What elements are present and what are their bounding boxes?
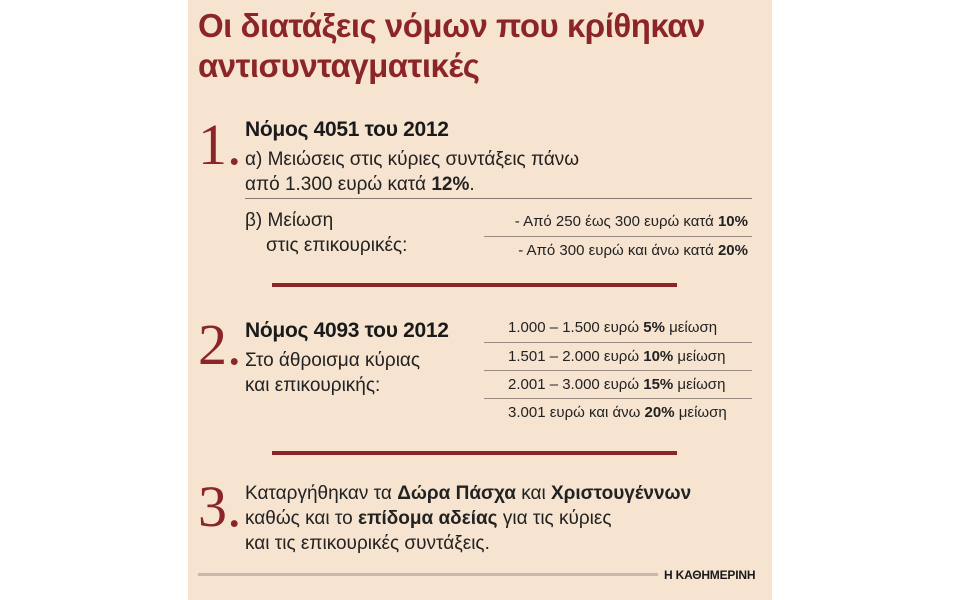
tier-row: 1.000 – 1.500 ευρώ 5% μείωση	[508, 319, 718, 336]
section1-point-b-label: β) Μείωση	[245, 210, 334, 231]
tier-row: 1.501 – 2.000 ευρώ 10% μείωση	[508, 348, 726, 365]
footer-rule	[198, 573, 658, 576]
divider	[484, 398, 752, 399]
section1-point-a: α) Μειώσεις στις κύριες συντάξεις πάνω α…	[245, 149, 580, 195]
supplementary-cut-item: - Από 250 έως 300 ευρώ κατά 10%	[514, 213, 748, 230]
tier-row: 3.001 ευρώ και άνω 20% μείωση	[508, 404, 727, 421]
infographic-card: Οι διατάξεις νόμων που κρίθηκαν αντισυντ…	[188, 0, 772, 600]
divider	[484, 370, 752, 371]
section3-line1: Καταργήθηκαν τα Δώρα Πάσχα και Χριστουγέ…	[245, 483, 692, 504]
section2-text: Στο άθροισμα κύριας	[245, 350, 421, 371]
supplementary-cut-item: - Από 300 ευρώ και άνω κατά 20%	[518, 242, 748, 259]
section1-point-b-label-line2: στις επικουρικές:	[266, 235, 408, 256]
section3-line3: και τις επικουρικές συντάξεις.	[245, 533, 490, 554]
law-title-4093: Νόμος 4093 του 2012	[245, 319, 449, 342]
brand-logo: Η ΚΑΘΗΜΕΡΙΝΗ	[664, 568, 756, 582]
law-title-4051: Νόμος 4051 του 2012	[245, 118, 449, 141]
divider	[484, 236, 752, 237]
page-title: Οι διατάξεις νόμων που κρίθηκαν αντισυντ…	[198, 7, 705, 84]
section-number-2: 2.	[198, 312, 242, 377]
section-divider	[272, 451, 677, 455]
section3-line2: καθώς και το επίδομα αδείας για τις κύρι…	[245, 508, 612, 529]
section-number-1: 1.	[198, 112, 242, 177]
divider	[484, 342, 752, 343]
section2-text-line2: και επικουρικής:	[245, 375, 381, 396]
divider	[245, 198, 752, 199]
section-number-3: 3.	[198, 474, 242, 539]
section-divider	[272, 283, 677, 287]
tier-row: 2.001 – 3.000 ευρώ 15% μείωση	[508, 376, 726, 393]
